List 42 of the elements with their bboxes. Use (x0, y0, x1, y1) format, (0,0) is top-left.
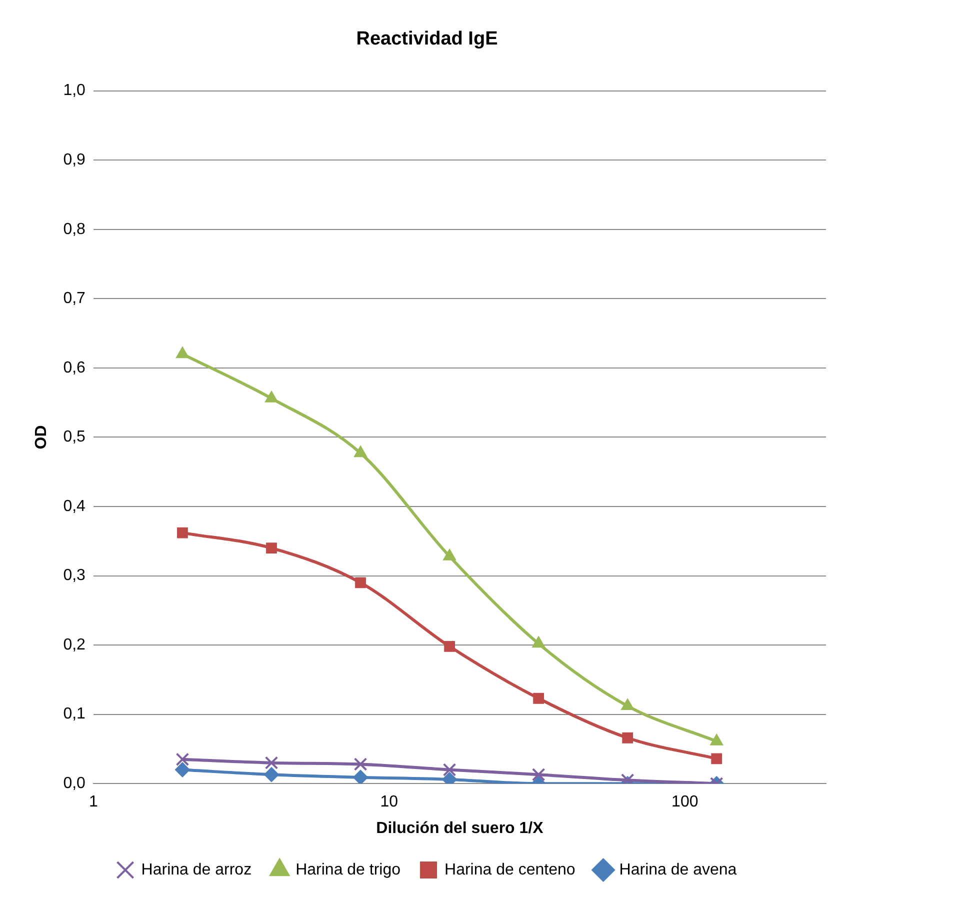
point (622, 732, 634, 744)
x-axis-title: Dilución del suero 1/X (376, 820, 544, 837)
y-tick-label: 0,4 (63, 498, 86, 515)
chart-title: Reactividad IgE (356, 28, 498, 50)
point (174, 762, 190, 778)
point (532, 768, 546, 782)
point (621, 698, 634, 710)
legend-label: Harina de arroz (141, 861, 252, 878)
point (264, 390, 278, 402)
point (355, 577, 366, 588)
point (353, 770, 368, 784)
legend-label: Harina de centeno (444, 861, 576, 878)
point (442, 763, 456, 776)
y-tick-label: 0,7 (63, 290, 86, 308)
y-axis-title: OD (33, 425, 50, 450)
y-tick-label: 0,9 (63, 151, 86, 168)
point (532, 636, 546, 648)
point (177, 527, 188, 538)
point (442, 548, 456, 560)
point (264, 756, 278, 770)
y-tick-label: 0,8 (63, 220, 86, 238)
y-tick-label: 0,5 (63, 428, 86, 446)
point (354, 758, 368, 771)
y-tick-label: 0,3 (63, 567, 86, 584)
point (533, 692, 544, 704)
y-tick-label: 0,6 (63, 359, 86, 376)
point (264, 767, 279, 782)
x-tick-label: 10 (380, 794, 398, 811)
point (266, 542, 277, 554)
point (176, 752, 190, 766)
point (354, 446, 368, 458)
y-tick-label: 0,1 (63, 706, 86, 723)
point (176, 346, 190, 358)
point (444, 640, 455, 652)
y-tick-label: 1,0 (63, 82, 86, 100)
x-tick-label: 100 (672, 794, 698, 811)
y-tick-label: 0,0 (63, 775, 86, 792)
x-tick-label: 1 (88, 794, 98, 811)
point (711, 753, 722, 764)
y-tick-label: 0,2 (63, 636, 86, 654)
legend-label: Harina de avena (619, 861, 737, 878)
legend-label: Harina de trigo (296, 861, 401, 878)
